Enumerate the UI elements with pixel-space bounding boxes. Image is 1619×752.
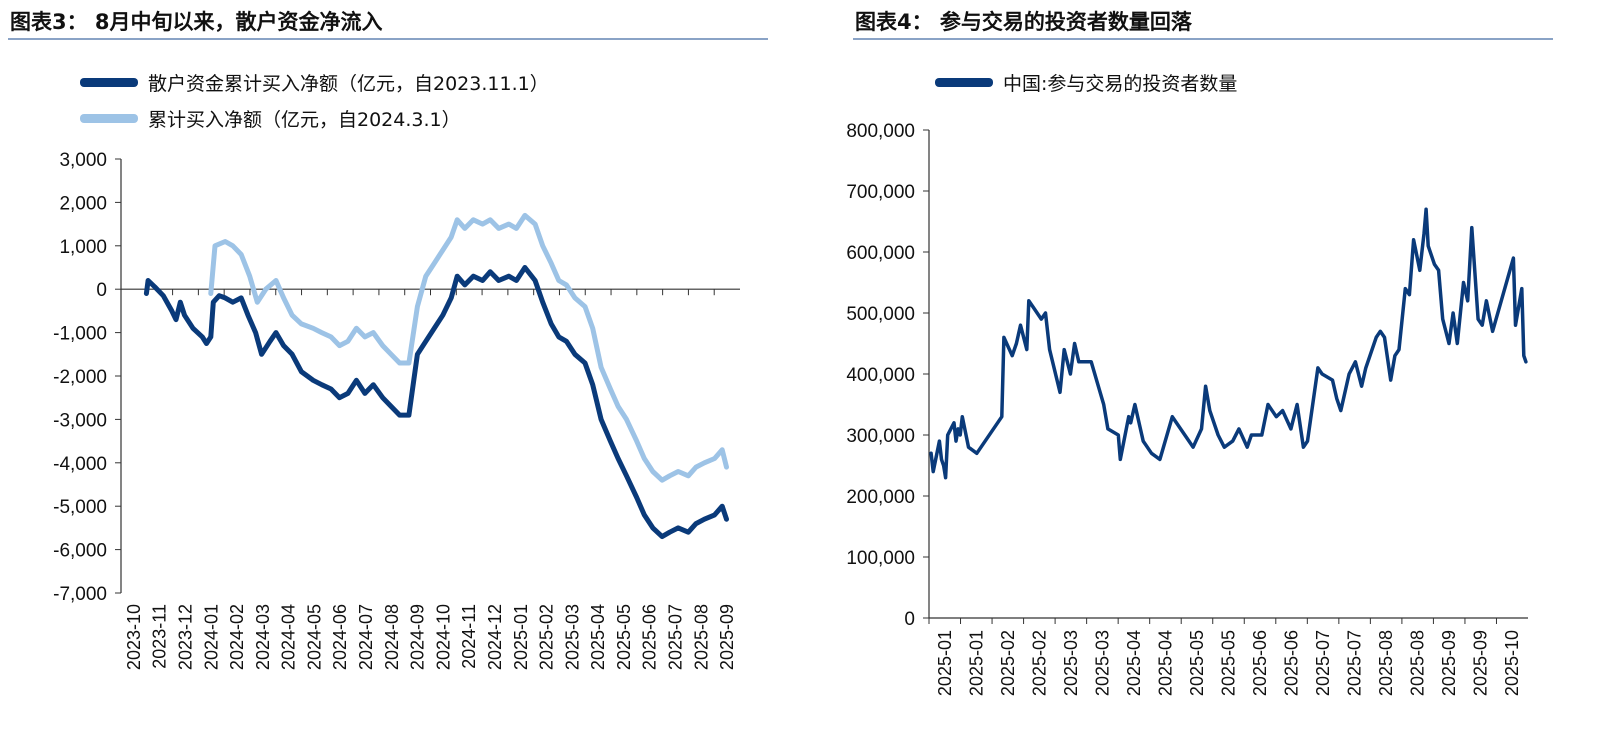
y-tick-label: -6,000 — [53, 541, 107, 562]
x-tick-label: 2025-02 — [998, 630, 1018, 696]
x-tick-label: 2024-01 — [201, 604, 221, 670]
x-tick-label: 2024-08 — [382, 604, 402, 670]
title-divider — [853, 38, 1553, 40]
x-tick-label: 2025-07 — [1345, 630, 1365, 696]
y-tick-label: 3,000 — [59, 150, 107, 171]
x-tick-label: 2025-02 — [1029, 630, 1049, 696]
x-tick-label: 2024-03 — [253, 604, 273, 670]
title-divider — [8, 38, 768, 40]
y-tick-label: 600,000 — [846, 243, 915, 264]
y-tick-label: 300,000 — [846, 426, 915, 447]
y-tick-label: 100,000 — [846, 548, 915, 569]
y-tick-label: 1,000 — [59, 237, 107, 258]
x-tick-label: 2025-09 — [1439, 630, 1459, 696]
series-line-2 — [208, 212, 729, 483]
x-tick-label: 2025-05 — [1187, 630, 1207, 696]
right-chart-panel: 图表4： 参与交易的投资者数量回落 中国:参与交易的投资者数量 800,000 7… — [845, 0, 1619, 752]
x-tick-label: 2025-05 — [614, 604, 634, 670]
y-tick-label: -5,000 — [53, 497, 107, 518]
x-tick-label: 2025-08 — [1408, 630, 1428, 696]
chart-right-plot: 800,000 700,000 600,000 500,000 400,000 300,0… — [846, 121, 1528, 696]
legend-label: 中国:参与交易的投资者数量 — [1003, 73, 1238, 95]
x-tick-label: 2025-03 — [562, 604, 582, 670]
y-tick-label: 700,000 — [846, 182, 915, 203]
chart-left-plot: 3,000 2,000 1,000 0 -1,000 -2,000 -3,000 -4,000… — [53, 150, 740, 670]
chart-title: 图表4： 参与交易的投资者数量回落 — [855, 10, 1192, 34]
y-tick-label: 500,000 — [846, 304, 915, 325]
x-tick-label: 2025-03 — [1061, 630, 1081, 696]
x-tick-label: 2024-11 — [459, 604, 479, 669]
y-tick-label: 800,000 — [846, 121, 915, 142]
left-chart-panel: 图表3： 8月中旬以来，散户资金净流入 散户资金累计买入净额（亿元，自2023.… — [0, 0, 800, 752]
legend-label: 散户资金累计买入净额（亿元，自2023.11.1） — [148, 73, 549, 95]
x-tick-label: 2025-04 — [588, 604, 608, 670]
x-tick-label: 2023-11 — [150, 604, 170, 669]
x-tick-label: 2024-04 — [279, 604, 299, 670]
legend-swatch — [80, 114, 138, 123]
x-tick-label: 2025-08 — [691, 604, 711, 670]
x-tick-label: 2025-07 — [666, 604, 686, 670]
series-line-1 — [143, 265, 729, 540]
x-tick-label: 2024-12 — [485, 604, 505, 670]
x-tick-label: 2024-02 — [227, 604, 247, 670]
y-tick-label: -2,000 — [53, 367, 107, 388]
x-tick-label: 2025-05 — [1219, 630, 1239, 696]
legend-label: 累计买入净额（亿元，自2024.3.1） — [148, 109, 461, 131]
x-tick-label: 2024-10 — [433, 604, 453, 670]
x-tick-label: 2025-01 — [966, 630, 986, 696]
x-tick-label: 2023-12 — [175, 604, 195, 670]
x-tick-label: 2025-04 — [1124, 630, 1144, 696]
x-tick-label: 2024-09 — [408, 604, 428, 670]
y-tick-label: -1,000 — [53, 324, 107, 345]
x-tick-label: 2025-09 — [1471, 630, 1491, 696]
x-tick-label: 2024-07 — [356, 604, 376, 670]
x-tick-label: 2025-06 — [640, 604, 660, 670]
y-tick-label: 200,000 — [846, 487, 915, 508]
x-tick-label: 2025-02 — [537, 604, 557, 670]
x-tick-label: 2024-06 — [330, 604, 350, 670]
y-tick-label: 0 — [904, 609, 915, 630]
y-tick-label: 2,000 — [59, 193, 107, 214]
x-tick-label: 2025-03 — [1092, 630, 1112, 696]
chart-title: 图表3： 8月中旬以来，散户资金净流入 — [10, 10, 383, 34]
y-tick-label: 400,000 — [846, 365, 915, 386]
x-tick-label: 2025-08 — [1376, 630, 1396, 696]
series-line-1 — [929, 207, 1528, 480]
x-tick-label: 2025-09 — [717, 604, 737, 670]
y-tick-label: -4,000 — [53, 454, 107, 475]
y-tick-label: 0 — [96, 280, 107, 301]
y-tick-label: -7,000 — [53, 584, 107, 605]
x-tick-label: 2025-04 — [1155, 630, 1175, 696]
x-tick-label: 2025-01 — [511, 604, 531, 670]
x-tick-label: 2025-07 — [1313, 630, 1333, 696]
x-tick-label: 2025-06 — [1250, 630, 1270, 696]
y-tick-label: -3,000 — [53, 410, 107, 431]
legend-swatch — [935, 78, 993, 87]
x-tick-label: 2024-05 — [304, 604, 324, 670]
x-tick-label: 2025-01 — [935, 630, 955, 696]
x-tick-label: 2025-10 — [1502, 630, 1522, 696]
legend-swatch — [80, 78, 138, 87]
x-tick-label: 2023-10 — [124, 604, 144, 670]
x-tick-label: 2025-06 — [1282, 630, 1302, 696]
